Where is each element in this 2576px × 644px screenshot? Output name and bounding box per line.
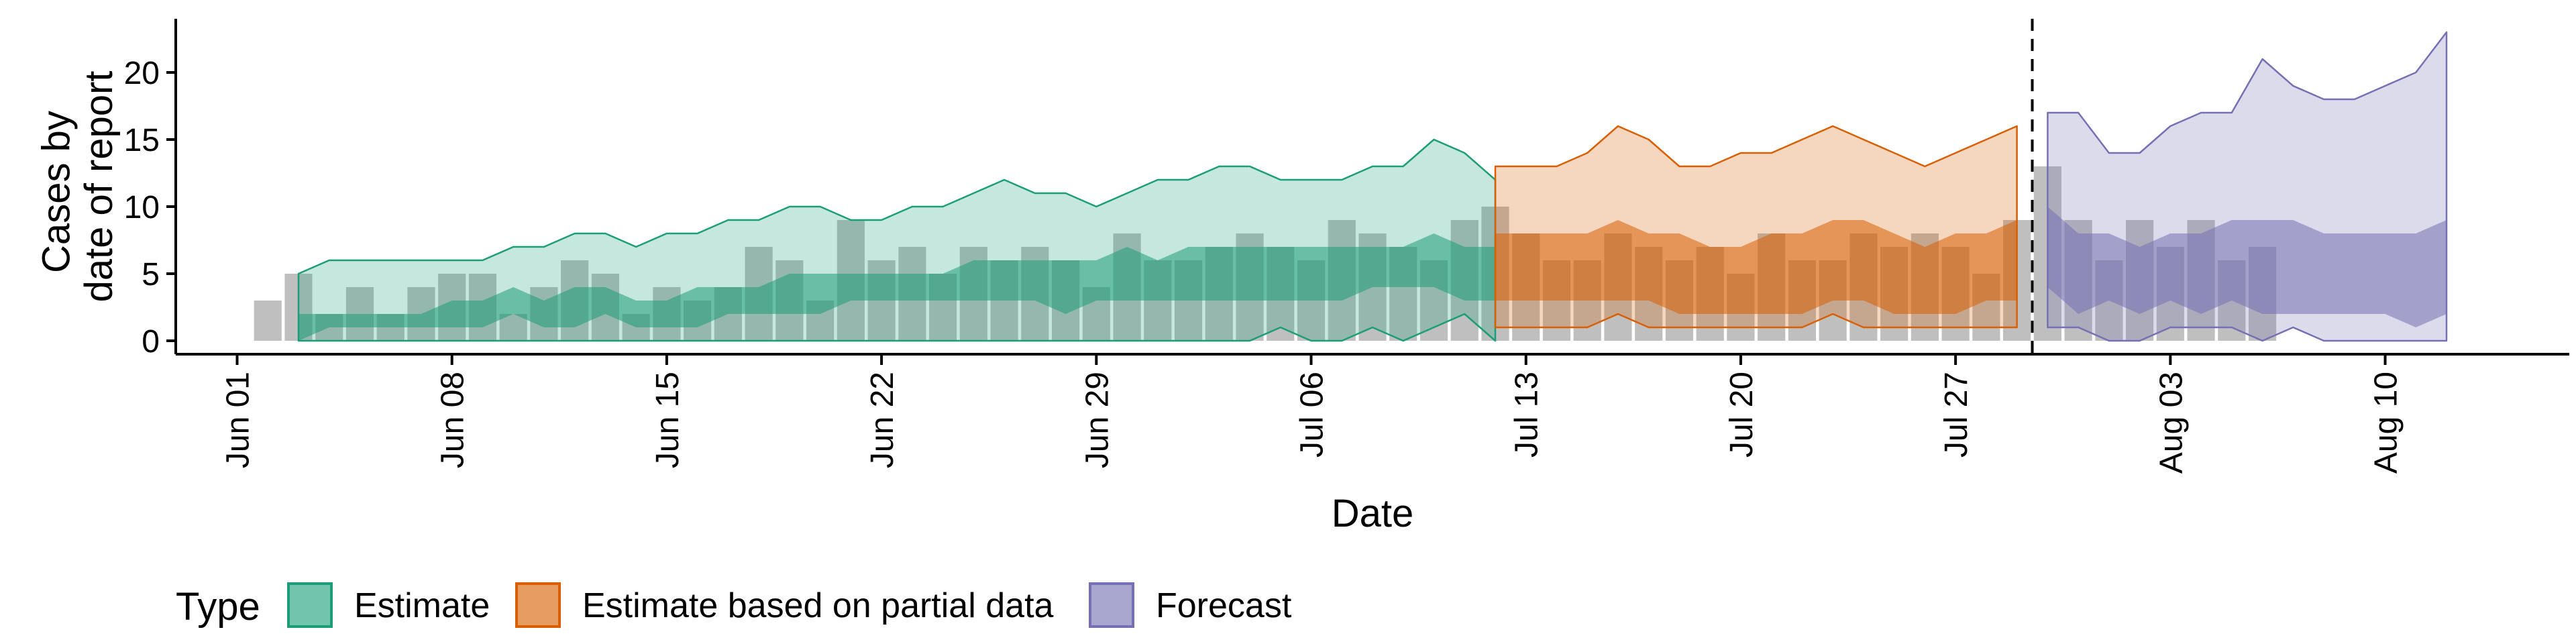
x-tick-label: Jul 06: [1295, 372, 1330, 458]
y-tick-label: 0: [142, 324, 160, 360]
legend-title: Type: [176, 585, 260, 629]
legend-label: Forecast: [1156, 586, 1292, 625]
case-bar: [254, 301, 282, 341]
legend-label: Estimate: [354, 586, 490, 625]
x-tick-label: Jul 20: [1724, 372, 1760, 458]
forecast-band-50: [2047, 207, 2447, 327]
y-axis-ticks: 0 5 10 15 20: [124, 56, 176, 360]
legend-swatch: [287, 582, 333, 628]
y-axis-title-line-1: Cases by: [34, 111, 78, 273]
legend: Type Estimate Estimate based on partial d…: [176, 582, 1292, 629]
estimate-band-50: [299, 233, 1495, 341]
x-tick-label: Jun 29: [1079, 372, 1115, 468]
legend-label: Estimate based on partial data: [582, 586, 1054, 625]
partial-band-50: [1495, 220, 2017, 314]
y-axis-title-line-2: date of report: [77, 71, 121, 303]
legend-swatch: [1089, 582, 1134, 628]
y-tick-label: 10: [124, 190, 160, 225]
x-tick-label: Jun 22: [865, 372, 900, 468]
x-tick-label: Aug 03: [2153, 372, 2189, 474]
x-tick-label: Jun 15: [650, 372, 686, 468]
x-tick-label: Jul 13: [1509, 372, 1545, 458]
x-axis-ticks: Jun 01 Jun 08 Jun 15 Jun 22 Jun 29 Jul 06 Jul …: [220, 354, 2404, 474]
legend-swatch: [515, 582, 561, 628]
x-tick-label: Jun 01: [220, 372, 256, 468]
case-bar: [499, 314, 527, 341]
estimate-bands: [297, 31, 2448, 342]
x-tick-label: Jul 27: [1939, 372, 1974, 458]
x-tick-label: Jun 08: [435, 372, 471, 468]
y-axis-title: Cases by date of report: [34, 71, 121, 303]
x-tick-label: Aug 10: [2369, 372, 2404, 474]
y-tick-label: 5: [142, 257, 160, 292]
y-tick-label: 20: [124, 56, 160, 91]
x-axis-title: Date: [1332, 492, 1414, 535]
y-tick-label: 15: [124, 123, 160, 158]
